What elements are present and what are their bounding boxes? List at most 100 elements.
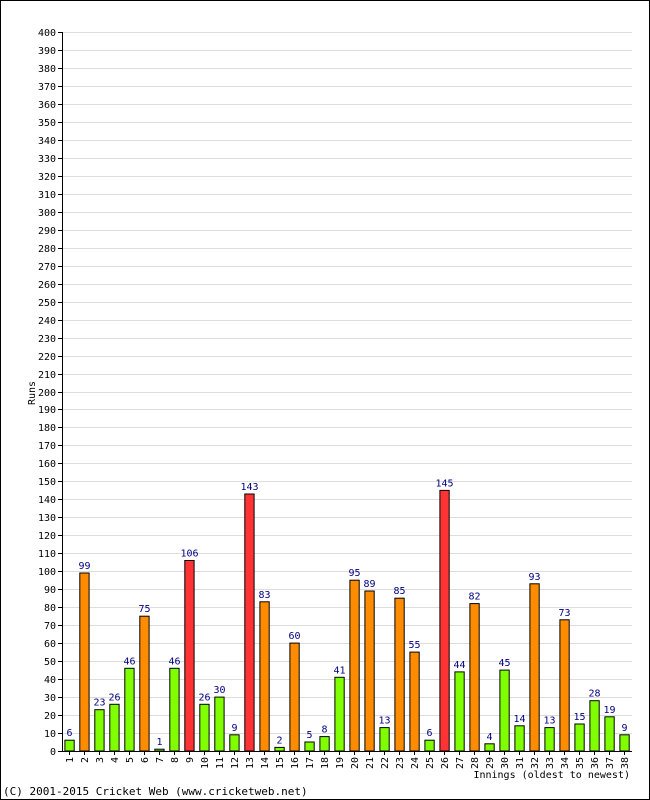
- bar: [109, 703, 120, 752]
- x-tick-label: 33: [545, 757, 556, 769]
- data-label: 46: [123, 656, 135, 667]
- x-tick-label: 28: [470, 757, 481, 769]
- x-tick-label: 13: [245, 757, 256, 769]
- bar: [94, 709, 105, 752]
- data-label: 143: [240, 482, 258, 493]
- x-tick-label: 17: [305, 757, 316, 769]
- y-tick-label: 70: [44, 621, 56, 632]
- x-tick-label: 29: [485, 757, 496, 769]
- x-tick-label: 31: [515, 757, 526, 769]
- bar: [619, 734, 630, 752]
- y-tick-label: 270: [38, 262, 56, 273]
- data-label: 13: [543, 716, 555, 727]
- y-tick-label: 260: [38, 280, 56, 291]
- x-tick-label: 7: [155, 757, 166, 763]
- data-label: 95: [348, 568, 360, 579]
- bar: [334, 676, 345, 752]
- bar: [394, 597, 405, 752]
- data-label: 75: [138, 604, 150, 615]
- bar: [529, 583, 540, 752]
- y-tick-label: 370: [38, 82, 56, 93]
- x-tick-label: 38: [620, 757, 631, 769]
- x-tick-label: 8: [170, 757, 181, 763]
- x-axis-title: Innings (oldest to newest): [473, 770, 630, 781]
- x-tick-label: 36: [590, 757, 601, 769]
- bar: [499, 669, 510, 752]
- y-axis-ticks: 0 10 20 30 40 50 60 70 80 90 100 110 120 130 140 150 160…: [38, 28, 56, 758]
- x-tick-label: 1: [65, 757, 76, 763]
- x-tick-label: 14: [260, 757, 271, 769]
- y-tick-label: 300: [38, 208, 56, 219]
- x-tick-label: 16: [290, 757, 301, 769]
- y-tick-label: 130: [38, 513, 56, 524]
- y-tick-label: 50: [44, 657, 56, 668]
- bar: [304, 741, 315, 752]
- bar: [124, 667, 135, 752]
- y-tick-label: 100: [38, 567, 56, 578]
- data-label: 89: [363, 579, 375, 590]
- x-tick-label: 19: [335, 757, 346, 769]
- x-tick-label: 20: [350, 757, 361, 769]
- data-label: 60: [288, 631, 300, 642]
- data-label: 14: [513, 714, 525, 725]
- bar: [589, 700, 600, 752]
- data-label: 23: [93, 698, 105, 709]
- bar: [259, 601, 270, 752]
- x-tick-label: 25: [425, 757, 436, 769]
- bar: [349, 579, 360, 752]
- x-tick-label: 4: [110, 757, 121, 763]
- data-label: 9: [231, 723, 237, 734]
- y-tick-label: 160: [38, 459, 56, 470]
- x-tick-label: 21: [365, 757, 376, 769]
- y-tick-label: 200: [38, 388, 56, 399]
- data-label: 4: [486, 732, 492, 743]
- y-tick-label: 210: [38, 370, 56, 381]
- y-tick-label: 360: [38, 100, 56, 111]
- data-label: 6: [426, 728, 432, 739]
- x-tick-label: 35: [575, 757, 586, 769]
- y-tick-label: 170: [38, 441, 56, 452]
- x-tick-label: 2: [80, 757, 91, 763]
- bar: [469, 603, 480, 752]
- bar: [379, 727, 390, 752]
- bar: [574, 723, 585, 752]
- data-label: 99: [78, 561, 90, 572]
- x-tick-label: 15: [275, 757, 286, 769]
- data-label: 93: [528, 572, 540, 583]
- y-tick-label: 140: [38, 495, 56, 506]
- bar: [364, 590, 375, 752]
- y-tick-label: 120: [38, 531, 56, 542]
- y-tick-label: 90: [44, 585, 56, 596]
- x-tick-label: 32: [530, 757, 541, 769]
- bar: [439, 489, 450, 752]
- y-tick-label: 390: [38, 46, 56, 57]
- y-tick-label: 240: [38, 316, 56, 327]
- y-tick-label: 110: [38, 549, 56, 560]
- data-label: 41: [333, 665, 345, 676]
- x-tick-label: 22: [380, 757, 391, 769]
- y-tick-label: 290: [38, 226, 56, 237]
- bar: [199, 703, 210, 752]
- bar: [169, 667, 180, 752]
- y-tick-label: 320: [38, 172, 56, 183]
- data-label: 8: [321, 725, 327, 736]
- data-label: 83: [258, 590, 270, 601]
- data-label: 45: [498, 658, 510, 669]
- bar: [184, 560, 195, 752]
- x-tick-label: 23: [395, 757, 406, 769]
- x-tick-label: 12: [230, 757, 241, 769]
- bar: [229, 734, 240, 752]
- x-tick-label: 10: [200, 757, 211, 769]
- bar: [544, 727, 555, 752]
- bar: [154, 748, 165, 752]
- bar: [559, 619, 570, 752]
- y-tick-label: 190: [38, 405, 56, 416]
- data-label: 1: [156, 737, 162, 748]
- y-tick-label: 230: [38, 334, 56, 345]
- x-axis-ticks: 1 2 3 4 5 6 7 8 9 10 11 12 13 14 15 16 17 18 19 20 21 22 23 24 2…: [65, 751, 631, 769]
- data-label: 19: [603, 705, 615, 716]
- y-tick-label: 350: [38, 118, 56, 129]
- bar: [484, 743, 495, 752]
- data-label: 106: [180, 549, 198, 560]
